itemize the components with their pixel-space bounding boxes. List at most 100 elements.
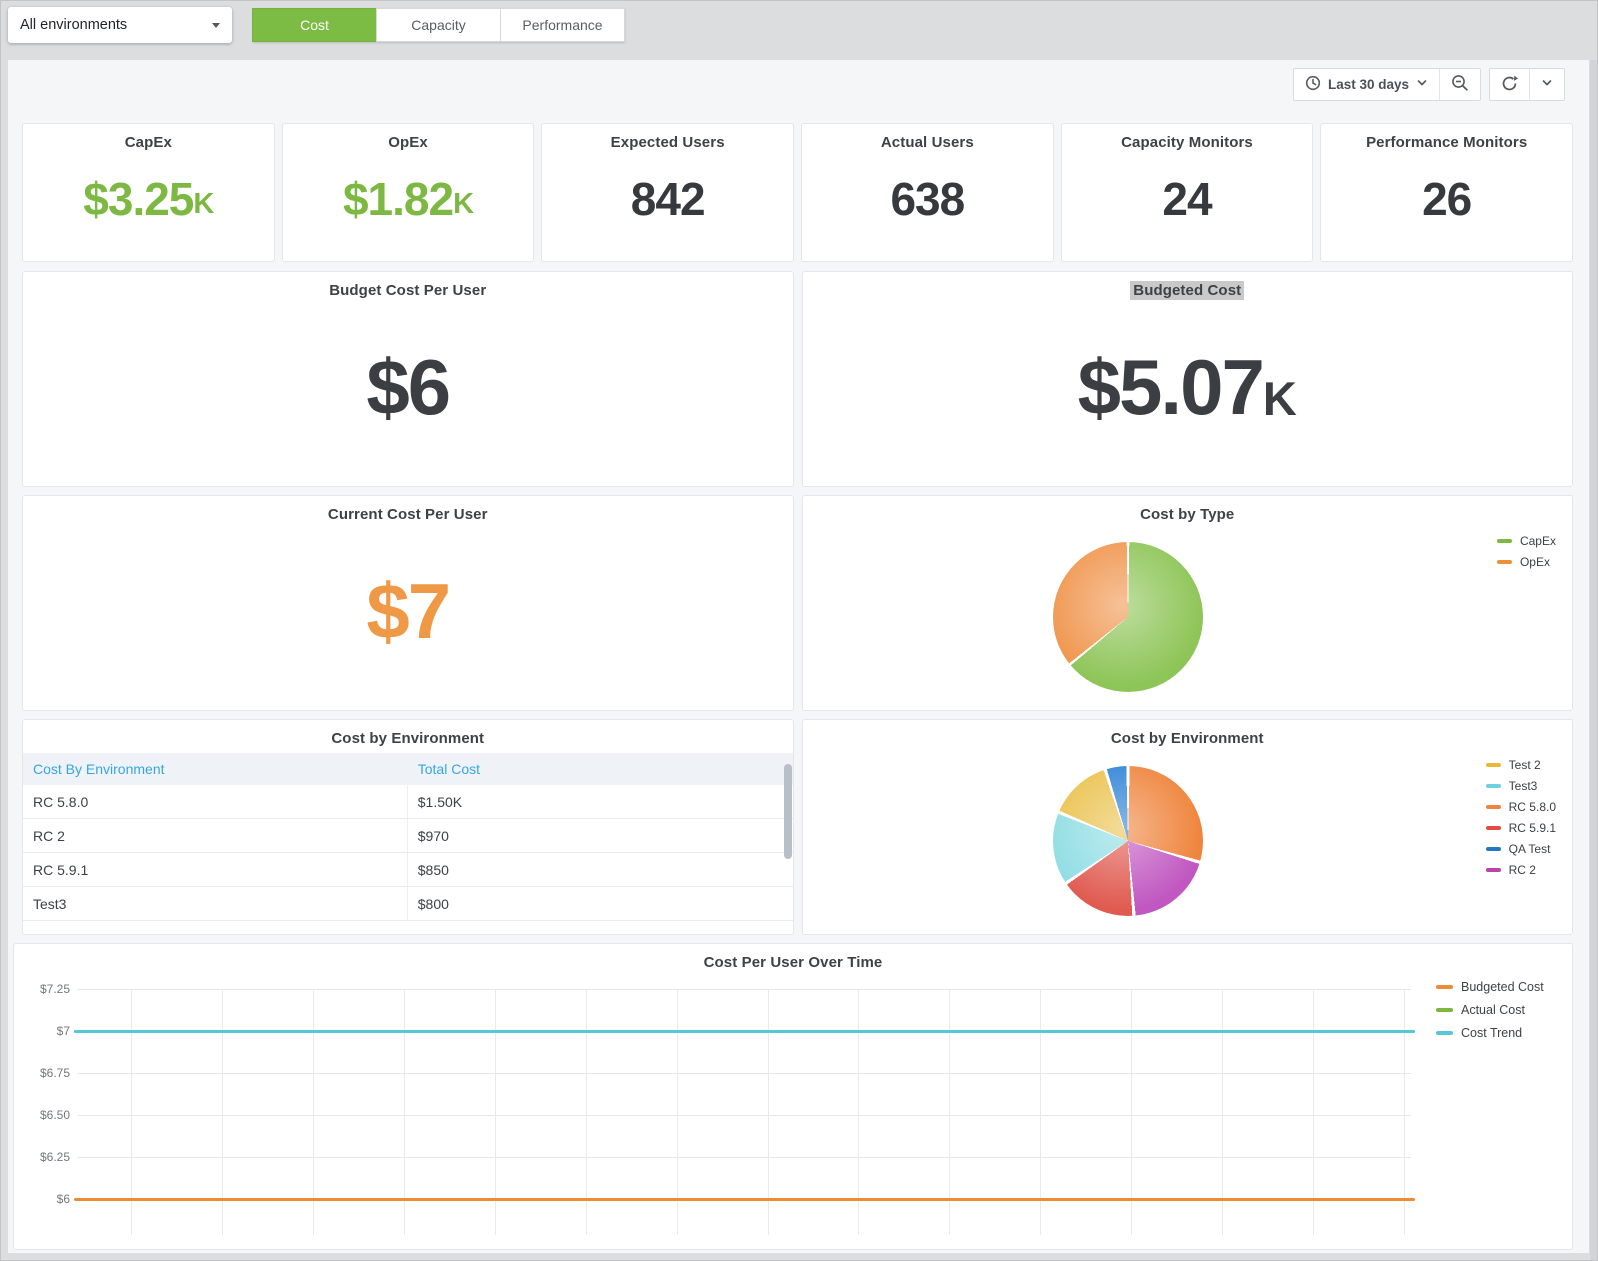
panel-current-cost-per-user: Current Cost Per User $7 xyxy=(22,495,794,711)
stat-value: $7 xyxy=(23,523,793,710)
legend-item-actual-cost[interactable]: Actual Cost xyxy=(1436,1003,1544,1017)
time-range-label: Last 30 days xyxy=(1327,77,1409,92)
environment-select[interactable]: All environments xyxy=(8,7,232,43)
stat-panel-capacity-monitors: Capacity Monitors 24 xyxy=(1060,123,1314,262)
legend-swatch xyxy=(1485,763,1501,767)
x-gridline xyxy=(1131,989,1133,1235)
panel-title: CapEx xyxy=(124,134,172,151)
panel-title: Cost by Type xyxy=(1140,506,1235,523)
dashboard-scrollbar-track[interactable] xyxy=(1590,60,1597,1260)
y-axis-tick-label: $7.25 xyxy=(39,982,70,996)
legend-swatch xyxy=(1485,847,1501,851)
panel-title: Budgeted Cost xyxy=(803,272,1573,300)
legend-label: Actual Cost xyxy=(1461,1003,1525,1017)
pie-legend: CapEx OpEx xyxy=(1496,534,1556,576)
legend-swatch xyxy=(1485,868,1501,872)
time-series-legend: Budgeted Cost Actual Cost Cost Trend xyxy=(1436,980,1544,1049)
legend-label: Budgeted Cost xyxy=(1461,980,1544,994)
caret-down-icon xyxy=(212,22,220,28)
panel-cost-by-environment-pie: Cost by Environment Test 2 Test3 RC 5.8.0 R… xyxy=(801,719,1573,935)
stat-value-number: $7 xyxy=(366,567,451,655)
y-axis-tick-label: $7 xyxy=(56,1024,70,1038)
legend-item-opex[interactable]: OpEx xyxy=(1496,555,1556,569)
refresh-button[interactable] xyxy=(1490,69,1529,100)
dashboard-content: CapEx $3.25 K OpEx $1.82 K Expected Users 842 Ac… xyxy=(13,123,1573,1250)
stat-panel-expected-users: Expected Users 842 xyxy=(541,123,794,262)
table-row: Test3 $800 xyxy=(23,887,793,921)
legend-item-cost-trend[interactable]: Cost Trend xyxy=(1436,1026,1544,1040)
x-gridline xyxy=(949,989,951,1235)
legend-item-qa-test[interactable]: QA Test xyxy=(1485,842,1556,856)
x-gridline xyxy=(131,989,132,1235)
stat-value-suffix: K xyxy=(453,187,474,220)
cost-by-type-pie-chart[interactable] xyxy=(1052,542,1203,692)
x-gridline xyxy=(1313,989,1315,1235)
legend-item-rc-5-8-0[interactable]: RC 5.8.0 xyxy=(1485,800,1556,814)
panel-title: Expected Users xyxy=(610,134,725,151)
time-controls-group: Last 30 days xyxy=(1292,68,1481,101)
x-gridline xyxy=(312,989,314,1235)
tab-performance[interactable]: Performance xyxy=(500,8,625,42)
legend-label: RC 2 xyxy=(1508,863,1536,877)
stat-value-number: 24 xyxy=(1162,173,1212,225)
legend-item-budgeted-cost[interactable]: Budgeted Cost xyxy=(1436,980,1544,994)
series-line-cost-trend xyxy=(74,1029,1415,1033)
x-gridline xyxy=(1404,989,1405,1235)
x-gridline xyxy=(1040,989,1042,1235)
legend-label: Test3 xyxy=(1508,779,1538,793)
zoom-out-button[interactable] xyxy=(1439,69,1480,100)
y-gridline xyxy=(78,1073,1411,1074)
legend-item-rc-2[interactable]: RC 2 xyxy=(1485,863,1556,877)
legend-label: OpEx xyxy=(1519,555,1550,569)
legend-label: CapEx xyxy=(1519,534,1556,548)
tab-capacity[interactable]: Capacity xyxy=(376,8,501,42)
panel-budget-cost-per-user: Budget Cost Per User $6 xyxy=(22,271,794,487)
clock-icon xyxy=(1305,75,1321,94)
stat-value: $3.25 K xyxy=(23,151,274,261)
legend-item-test3[interactable]: Test3 xyxy=(1485,779,1556,793)
stat-value-number: 26 xyxy=(1422,173,1472,225)
legend-swatch xyxy=(1436,1008,1453,1012)
refresh-interval-dropdown[interactable] xyxy=(1529,69,1564,100)
table-cell: RC 5.9.1 xyxy=(23,853,408,886)
panel-budgeted-cost: Budgeted Cost $5.07 K xyxy=(801,271,1573,487)
x-gridline xyxy=(403,989,405,1235)
row-budget: Budget Cost Per User $6 Budgeted Cost $5… xyxy=(22,271,1573,487)
stat-value-number: $1.82 xyxy=(342,173,454,225)
pie-legend: Test 2 Test3 RC 5.8.0 RC 5.9.1 QA Test RC 2 xyxy=(1485,758,1556,884)
row-current-cost: Current Cost Per User $7 Cost by Type Ca… xyxy=(22,495,1573,711)
legend-swatch xyxy=(1485,805,1501,809)
table-scrollbar-thumb[interactable] xyxy=(783,764,792,859)
y-gridline xyxy=(78,989,1411,990)
panel-title: Actual Users xyxy=(880,134,974,151)
panel-title: Cost by Environment xyxy=(1110,730,1264,747)
panel-title: OpEx xyxy=(388,134,428,151)
panel-cost-by-environment-table: Cost by Environment Cost By Environment T… xyxy=(22,719,794,935)
legend-label: Cost Trend xyxy=(1461,1026,1523,1040)
table-row: RC 5.9.1 $850 xyxy=(23,853,793,887)
tab-cost[interactable]: Cost xyxy=(252,8,377,42)
y-gridline xyxy=(78,1115,1411,1116)
legend-label: Test 2 xyxy=(1508,758,1541,772)
time-range-picker[interactable]: Last 30 days xyxy=(1294,69,1439,100)
chevron-down-icon xyxy=(1541,77,1553,92)
environment-select-value: All environments xyxy=(20,17,128,33)
x-gridline xyxy=(858,989,860,1235)
table-header-total-cost[interactable]: Total Cost xyxy=(417,761,480,777)
table-cell: $970 xyxy=(417,827,449,844)
dashboard: Last 30 days xyxy=(8,60,1589,1253)
legend-item-rc-5-9-1[interactable]: RC 5.9.1 xyxy=(1485,821,1556,835)
legend-swatch xyxy=(1436,1031,1453,1035)
y-axis-tick-label: $6.25 xyxy=(39,1150,70,1164)
legend-swatch xyxy=(1485,826,1501,830)
panel-cost-per-user-over-time: Cost Per User Over Time $7.25 $7 $6.75 $6.5… xyxy=(13,943,1573,1250)
stat-value: $5.07 K xyxy=(803,299,1573,486)
y-axis-tick-label: $6.75 xyxy=(39,1066,70,1080)
table-header-cost-by-environment[interactable]: Cost By Environment xyxy=(33,761,165,777)
legend-item-capex[interactable]: CapEx xyxy=(1496,534,1556,548)
panel-title: Current Cost Per User xyxy=(327,506,488,523)
legend-label: RC 5.8.0 xyxy=(1508,800,1556,814)
cost-by-environment-pie-chart[interactable] xyxy=(1052,766,1203,916)
legend-item-test-2[interactable]: Test 2 xyxy=(1485,758,1556,772)
